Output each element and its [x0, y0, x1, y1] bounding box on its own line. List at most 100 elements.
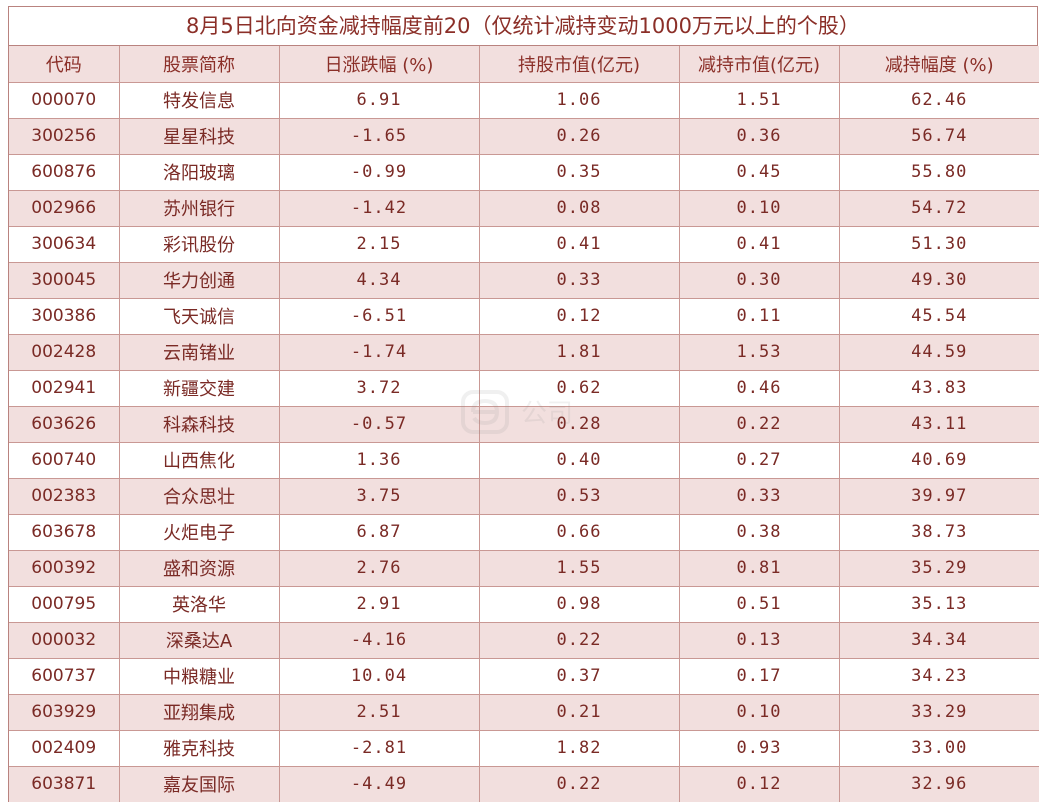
cell-reduction-value: 0.33 — [678, 477, 840, 515]
cell-code: 603929 — [9, 693, 120, 731]
cell-holding-value: 0.66 — [478, 513, 680, 551]
cell-daily-change: -1.74 — [278, 333, 480, 371]
table-row: 300256 星星科技 -1.65 0.26 0.36 56.74 — [9, 117, 1039, 155]
cell-name: 新疆交建 — [118, 369, 280, 407]
cell-reduction-value: 0.81 — [678, 549, 840, 587]
cell-code: 000032 — [9, 621, 120, 659]
cell-holding-value: 0.40 — [478, 441, 680, 479]
cell-holding-value: 1.82 — [478, 729, 680, 767]
cell-holding-value: 0.35 — [478, 153, 680, 191]
table-row: 300634 彩讯股份 2.15 0.41 0.41 51.30 — [9, 225, 1039, 263]
cell-code: 002383 — [9, 477, 120, 515]
cell-name: 中粮糖业 — [118, 657, 280, 695]
cell-holding-value: 0.22 — [478, 621, 680, 659]
cell-daily-change: -0.99 — [278, 153, 480, 191]
cell-reduction-ratio: 33.29 — [838, 693, 1039, 731]
cell-holding-value: 0.22 — [478, 765, 680, 802]
cell-reduction-ratio: 35.29 — [838, 549, 1039, 587]
cell-daily-change: 6.87 — [278, 513, 480, 551]
cell-code: 603871 — [9, 765, 120, 802]
cell-reduction-value: 0.10 — [678, 693, 840, 731]
cell-code: 603626 — [9, 405, 120, 443]
cell-reduction-value: 0.93 — [678, 729, 840, 767]
cell-reduction-ratio: 56.74 — [838, 117, 1039, 155]
cell-holding-value: 0.53 — [478, 477, 680, 515]
table-row: 300045 华力创通 4.34 0.33 0.30 49.30 — [9, 261, 1039, 299]
cell-reduction-value: 0.51 — [678, 585, 840, 623]
cell-reduction-ratio: 33.00 — [838, 729, 1039, 767]
cell-reduction-value: 0.11 — [678, 297, 840, 335]
cell-code: 603678 — [9, 513, 120, 551]
cell-holding-value: 0.62 — [478, 369, 680, 407]
table-row: 000032 深桑达A -4.16 0.22 0.13 34.34 — [9, 621, 1039, 659]
cell-code: 300386 — [9, 297, 120, 335]
table-row: 002966 苏州银行 -1.42 0.08 0.10 54.72 — [9, 189, 1039, 227]
cell-reduction-value: 0.22 — [678, 405, 840, 443]
cell-name: 苏州银行 — [118, 189, 280, 227]
cell-holding-value: 0.26 — [478, 117, 680, 155]
table-row: 603929 亚翔集成 2.51 0.21 0.10 33.29 — [9, 693, 1039, 731]
cell-reduction-ratio: 55.80 — [838, 153, 1039, 191]
cell-reduction-ratio: 38.73 — [838, 513, 1039, 551]
table-row: 000795 英洛华 2.91 0.98 0.51 35.13 — [9, 585, 1039, 623]
column-header-reduction-value: 减持市值(亿元) — [678, 46, 840, 83]
cell-code: 000070 — [9, 81, 120, 119]
cell-reduction-ratio: 32.96 — [838, 765, 1039, 802]
cell-holding-value: 0.41 — [478, 225, 680, 263]
cell-daily-change: -2.81 — [278, 729, 480, 767]
cell-reduction-ratio: 44.59 — [838, 333, 1039, 371]
cell-code: 600876 — [9, 153, 120, 191]
table-row: 002428 云南锗业 -1.74 1.81 1.53 44.59 — [9, 333, 1039, 371]
cell-reduction-value: 0.27 — [678, 441, 840, 479]
cell-daily-change: -1.42 — [278, 189, 480, 227]
table-row: 600876 洛阳玻璃 -0.99 0.35 0.45 55.80 — [9, 153, 1039, 191]
table-frame: 8月5日北向资金减持幅度前20（仅统计减持变动1000万元以上的个股） 代码 股… — [8, 6, 1039, 802]
column-header-holding-value: 持股市值(亿元) — [478, 46, 680, 83]
table-row: 603678 火炬电子 6.87 0.66 0.38 38.73 — [9, 513, 1039, 551]
cell-name: 盛和资源 — [118, 549, 280, 587]
cell-reduction-value: 0.17 — [678, 657, 840, 695]
cell-daily-change: -4.49 — [278, 765, 480, 802]
cell-code: 600740 — [9, 441, 120, 479]
cell-reduction-ratio: 39.97 — [838, 477, 1039, 515]
cell-daily-change: -6.51 — [278, 297, 480, 335]
cell-holding-value: 0.21 — [478, 693, 680, 731]
cell-code: 600737 — [9, 657, 120, 695]
cell-daily-change: 2.76 — [278, 549, 480, 587]
cell-daily-change: -4.16 — [278, 621, 480, 659]
cell-name: 英洛华 — [118, 585, 280, 623]
cell-daily-change: 10.04 — [278, 657, 480, 695]
header-row: 代码 股票简称 日涨跌幅 (%) 持股市值(亿元) 减持市值(亿元) 减持幅度 … — [9, 46, 1039, 83]
cell-reduction-value: 1.53 — [678, 333, 840, 371]
cell-holding-value: 1.55 — [478, 549, 680, 587]
cell-reduction-value: 0.12 — [678, 765, 840, 802]
cell-name: 飞天诚信 — [118, 297, 280, 335]
table-row: 600392 盛和资源 2.76 1.55 0.81 35.29 — [9, 549, 1039, 587]
cell-reduction-ratio: 40.69 — [838, 441, 1039, 479]
cell-name: 深桑达A — [118, 621, 280, 659]
cell-name: 云南锗业 — [118, 333, 280, 371]
table-title: 8月5日北向资金减持幅度前20（仅统计减持变动1000万元以上的个股） — [9, 7, 1037, 46]
cell-reduction-ratio: 43.83 — [838, 369, 1039, 407]
table-row: 600737 中粮糖业 10.04 0.37 0.17 34.23 — [9, 657, 1039, 695]
cell-name: 华力创通 — [118, 261, 280, 299]
cell-daily-change: -0.57 — [278, 405, 480, 443]
column-header-reduction-ratio: 减持幅度 (%) — [838, 46, 1039, 83]
cell-code: 002428 — [9, 333, 120, 371]
cell-holding-value: 0.12 — [478, 297, 680, 335]
cell-reduction-value: 0.30 — [678, 261, 840, 299]
cell-reduction-value: 0.38 — [678, 513, 840, 551]
cell-reduction-ratio: 43.11 — [838, 405, 1039, 443]
cell-reduction-ratio: 34.23 — [838, 657, 1039, 695]
cell-code: 300045 — [9, 261, 120, 299]
cell-reduction-value: 0.13 — [678, 621, 840, 659]
cell-name: 亚翔集成 — [118, 693, 280, 731]
cell-name: 山西焦化 — [118, 441, 280, 479]
cell-name: 雅克科技 — [118, 729, 280, 767]
cell-daily-change: 1.36 — [278, 441, 480, 479]
table-body: 000070 特发信息 6.91 1.06 1.51 62.46 300256 星星科技 -1.… — [9, 81, 1039, 802]
cell-daily-change: 3.75 — [278, 477, 480, 515]
cell-reduction-ratio: 54.72 — [838, 189, 1039, 227]
column-header-name: 股票简称 — [118, 46, 280, 83]
cell-reduction-value: 0.45 — [678, 153, 840, 191]
